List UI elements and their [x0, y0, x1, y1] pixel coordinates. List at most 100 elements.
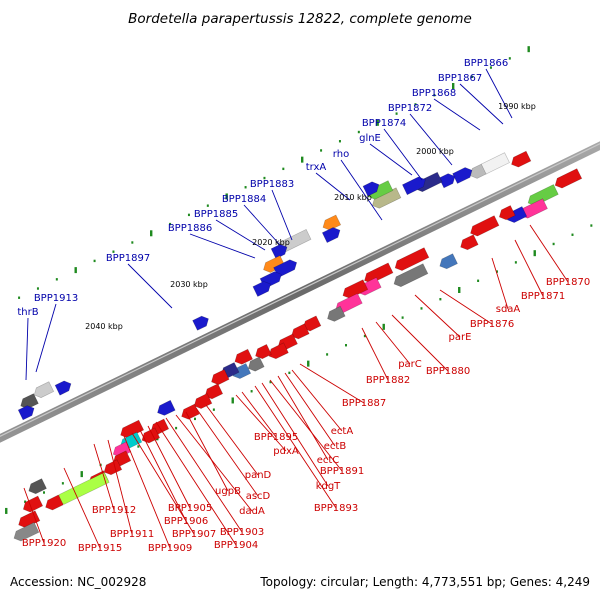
gene-feature: [247, 356, 265, 372]
gene-label: BPP1891: [320, 466, 364, 477]
gene-feature: [554, 168, 583, 189]
gene-feature: [460, 234, 479, 251]
gene-label: BPP1912: [92, 505, 136, 516]
leader-line: [185, 411, 229, 492]
leader-line: [369, 143, 413, 176]
genome-backbone: [0, 141, 600, 443]
gene-label: BPP1915: [78, 543, 122, 554]
gene-label: ascD: [246, 491, 271, 502]
leader-line: [529, 224, 569, 283]
leader-line: [131, 432, 195, 535]
backbone-highlight: [0, 143, 600, 437]
gene-feature: [268, 342, 289, 360]
leader-line: [175, 414, 253, 512]
gene-label: ectA: [331, 426, 354, 437]
gene-label: BPP1887: [342, 398, 386, 409]
leader-line: [291, 369, 343, 432]
gene-label: ectC: [317, 455, 340, 466]
gene-feature: [33, 381, 55, 399]
leader-line: [235, 394, 287, 452]
gene-feature: [469, 163, 487, 179]
gene-feature: [22, 495, 44, 513]
gene-feature: [452, 167, 473, 184]
gene-label: BPP1905: [168, 503, 212, 514]
gene-label: BPP1903: [220, 527, 264, 538]
gene-feature: [193, 393, 213, 409]
gene-feature: [192, 315, 209, 331]
gene-label: BPP1895: [254, 432, 298, 443]
leader-line: [514, 239, 544, 297]
leader-line: [189, 233, 256, 259]
gene-label: BPP1893: [314, 503, 358, 514]
gene-label: BPP1871: [521, 291, 565, 302]
gene-label: BPP1872: [388, 103, 432, 114]
leader-line: [93, 443, 115, 511]
leader-line: [254, 385, 337, 509]
leader-line: [459, 83, 504, 125]
gene-features: [13, 150, 583, 542]
tick-dots: [5, 46, 593, 514]
leader-line: [277, 375, 329, 461]
gene-feature: [291, 323, 310, 340]
gene-feature: [394, 247, 430, 271]
leader-line: [383, 128, 423, 181]
gene-label: trxA: [306, 162, 327, 173]
gene-label: panD: [245, 470, 272, 481]
gene-feature: [302, 315, 322, 332]
gene-label: BPP1867: [438, 73, 482, 84]
leader-line: [414, 294, 461, 338]
gene-feature: [364, 262, 394, 284]
kbp-label: 2010 kbp: [334, 193, 372, 202]
gene-feature: [45, 494, 64, 511]
gene-label: BPP1870: [546, 277, 590, 288]
leader-line: [165, 417, 243, 533]
gene-label: parE: [449, 332, 472, 343]
leader-line: [147, 425, 191, 509]
leader-line: [215, 219, 266, 251]
label-leader-lines: [23, 68, 569, 549]
leader-line: [269, 379, 343, 472]
gene-feature: [263, 255, 286, 273]
gene-feature: [327, 305, 346, 322]
gene-label: BPP1920: [22, 538, 66, 549]
leader-line: [299, 363, 365, 404]
gene-label: BPP1880: [426, 366, 470, 377]
gene-feature: [439, 253, 458, 270]
gene-feature: [204, 383, 224, 400]
kbp-label: 2040 kbp: [85, 322, 123, 331]
accession-text: Accession: NC_002928: [10, 575, 146, 589]
gene-feature: [470, 215, 500, 237]
leader-line: [155, 421, 237, 546]
kbp-label: 2020 kbp: [252, 238, 290, 247]
gene-label: thrB: [17, 307, 38, 318]
gene-label: dadA: [239, 506, 265, 517]
leader-line: [63, 467, 101, 549]
gene-label: BPP1868: [412, 88, 456, 99]
gene-feature: [28, 478, 47, 495]
gene-feature: [393, 263, 429, 288]
leader-line: [261, 382, 329, 487]
gene-feature: [270, 244, 288, 260]
leader-line: [241, 391, 277, 438]
gene-feature: [255, 343, 272, 360]
gene-feature: [401, 176, 426, 196]
leader-line: [139, 429, 187, 522]
gene-label: BPP1876: [470, 319, 514, 330]
gene-label: BPP1886: [168, 223, 212, 234]
leader-line: [284, 372, 336, 447]
gene-label: rho: [333, 149, 349, 160]
map-title: Bordetella parapertussis 12822, complete…: [128, 11, 472, 27]
gene-label: BPP1906: [164, 516, 208, 527]
gene-feature: [362, 181, 380, 197]
gene-label: parC: [398, 359, 422, 370]
gene-label: glnE: [359, 133, 381, 144]
leader-line: [107, 439, 133, 535]
leader-line: [23, 487, 45, 544]
gene-feature: [17, 405, 35, 421]
leader-line: [491, 257, 509, 310]
leader-line: [25, 317, 29, 381]
leader-line: [127, 263, 173, 309]
gene-label: ectB: [324, 441, 347, 452]
gene-feature: [157, 399, 176, 416]
kbp-label: 2000 kbp: [416, 147, 454, 156]
